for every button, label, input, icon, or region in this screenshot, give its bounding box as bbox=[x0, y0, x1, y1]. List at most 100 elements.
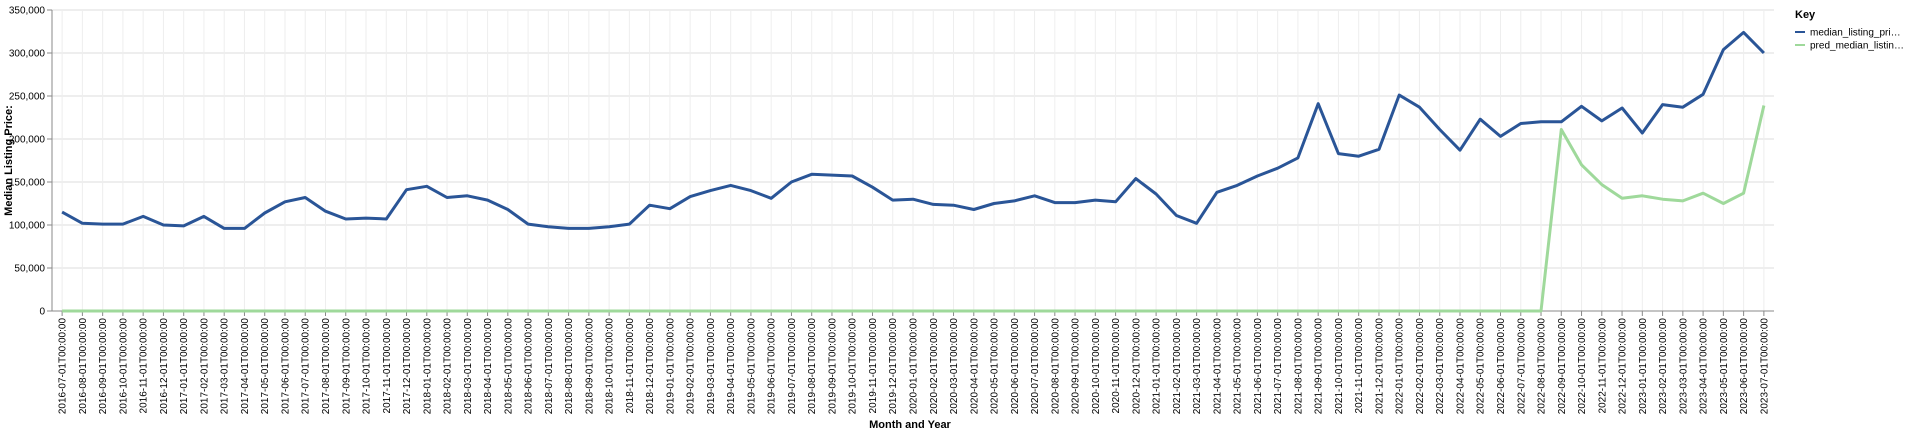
x-tick-label: 2022-11-01T00:00:00 bbox=[1597, 318, 1608, 414]
x-tick-label: 2023-07-01T00:00:00 bbox=[1759, 318, 1770, 415]
legend-title: Key bbox=[1795, 9, 1816, 21]
x-tick-label: 2020-10-01T00:00:00 bbox=[1091, 318, 1102, 415]
x-tick-label: 2023-05-01T00:00:00 bbox=[1719, 318, 1730, 415]
x-tick-label: 2020-04-01T00:00:00 bbox=[969, 318, 980, 415]
legend-label: median_listing_pri… bbox=[1810, 28, 1901, 39]
y-axis-title: Median Listing Price: bbox=[3, 105, 15, 216]
x-tick-label: 2020-08-01T00:00:00 bbox=[1050, 318, 1061, 415]
x-tick-label: 2021-12-01T00:00:00 bbox=[1374, 318, 1385, 415]
x-tick-label: 2018-11-01T00:00:00 bbox=[625, 318, 636, 414]
x-tick-label: 2020-06-01T00:00:00 bbox=[1010, 318, 1021, 415]
x-tick-label: 2018-09-01T00:00:00 bbox=[584, 318, 595, 415]
x-tick-label: 2022-01-01T00:00:00 bbox=[1395, 318, 1406, 415]
x-tick-label: 2016-07-01T00:00:00 bbox=[58, 318, 69, 415]
x-tick-label: 2018-12-01T00:00:00 bbox=[645, 318, 656, 415]
x-tick-label: 2018-05-01T00:00:00 bbox=[503, 318, 514, 415]
x-tick-label: 2019-09-01T00:00:00 bbox=[827, 318, 838, 415]
legend: Key median_listing_pri… pred_median_listi… bbox=[1795, 9, 1904, 52]
x-tick-label: 2021-04-01T00:00:00 bbox=[1212, 318, 1223, 415]
x-tick-label: 2020-03-01T00:00:00 bbox=[949, 318, 960, 415]
x-tick-label: 2019-03-01T00:00:00 bbox=[706, 318, 717, 415]
x-tick-label: 2019-02-01T00:00:00 bbox=[686, 318, 697, 415]
y-tick-label: 200,000 bbox=[9, 135, 46, 146]
series-lines bbox=[61, 30, 1766, 313]
x-tick-label: 2021-06-01T00:00:00 bbox=[1253, 318, 1264, 415]
series-line-median-listing-pri bbox=[61, 30, 1765, 230]
x-tick-label: 2023-04-01T00:00:00 bbox=[1699, 318, 1710, 415]
y-tick-label: 250,000 bbox=[9, 92, 46, 103]
x-tick-label: 2018-04-01T00:00:00 bbox=[483, 318, 494, 415]
x-tick-label: 2018-07-01T00:00:00 bbox=[544, 318, 555, 415]
y-tick-label: 300,000 bbox=[9, 49, 46, 60]
x-tick-label: 2017-02-01T00:00:00 bbox=[199, 318, 210, 415]
x-tick-label: 2017-06-01T00:00:00 bbox=[280, 318, 291, 415]
x-tick-label: 2018-06-01T00:00:00 bbox=[524, 318, 535, 415]
x-tick-label: 2019-12-01T00:00:00 bbox=[888, 318, 899, 415]
x-tick-label: 2018-01-01T00:00:00 bbox=[422, 318, 433, 415]
x-tick-label: 2022-09-01T00:00:00 bbox=[1557, 318, 1568, 415]
x-tick-label: 2016-11-01T00:00:00 bbox=[139, 318, 150, 414]
x-tick-label: 2022-04-01T00:00:00 bbox=[1455, 318, 1466, 415]
x-tick-label: 2017-08-01T00:00:00 bbox=[321, 318, 332, 415]
x-tick-label: 2019-05-01T00:00:00 bbox=[746, 318, 757, 415]
x-tick-label: 2017-12-01T00:00:00 bbox=[402, 318, 413, 415]
x-tick-label: 2020-05-01T00:00:00 bbox=[990, 318, 1001, 415]
x-tick-label: 2021-09-01T00:00:00 bbox=[1314, 318, 1325, 415]
x-tick-label: 2021-01-01T00:00:00 bbox=[1152, 318, 1163, 415]
x-tick-label: 2023-01-01T00:00:00 bbox=[1638, 318, 1649, 415]
y-tick-label: 350,000 bbox=[9, 6, 46, 17]
x-tick-label: 2019-07-01T00:00:00 bbox=[787, 318, 798, 415]
y-axis: 0 50,000 100,000 150,000 200,000 250,000 300,0… bbox=[9, 6, 53, 318]
x-tick-label: 2022-12-01T00:00:00 bbox=[1618, 318, 1629, 415]
x-tick-label: 2020-01-01T00:00:00 bbox=[909, 318, 920, 415]
x-tick-label: 2016-09-01T00:00:00 bbox=[98, 318, 109, 415]
x-tick-label: 2022-06-01T00:00:00 bbox=[1496, 318, 1507, 415]
x-tick-label: 2022-03-01T00:00:00 bbox=[1435, 318, 1446, 415]
x-tick-label: 2017-09-01T00:00:00 bbox=[341, 318, 352, 415]
x-tick-label: 2021-02-01T00:00:00 bbox=[1172, 318, 1183, 415]
x-tick-label: 2021-03-01T00:00:00 bbox=[1192, 318, 1203, 415]
x-tick-label: 2017-07-01T00:00:00 bbox=[301, 318, 312, 415]
x-tick-label: 2018-08-01T00:00:00 bbox=[564, 318, 575, 415]
x-tick-label: 2017-01-01T00:00:00 bbox=[179, 318, 190, 415]
grid-lines bbox=[52, 9, 1774, 312]
x-tick-label: 2023-02-01T00:00:00 bbox=[1658, 318, 1669, 415]
x-axis: 2016-07-01T00:00:00 2016-08-01T00:00:00 20… bbox=[52, 310, 1774, 415]
x-tick-label: 2021-10-01T00:00:00 bbox=[1334, 318, 1345, 415]
x-tick-label: 2019-08-01T00:00:00 bbox=[807, 318, 818, 415]
x-tick-label: 2023-03-01T00:00:00 bbox=[1678, 318, 1689, 415]
x-tick-label: 2018-02-01T00:00:00 bbox=[443, 318, 454, 415]
x-tick-label: 2017-03-01T00:00:00 bbox=[220, 318, 231, 415]
x-tick-label: 2022-02-01T00:00:00 bbox=[1415, 318, 1426, 415]
x-tick-label: 2016-08-01T00:00:00 bbox=[78, 318, 89, 415]
series-line-pred-median-listin bbox=[62, 105, 1766, 313]
x-tick-label: 2019-06-01T00:00:00 bbox=[767, 318, 778, 415]
x-tick-label: 2016-12-01T00:00:00 bbox=[159, 318, 170, 415]
x-tick-label: 2022-10-01T00:00:00 bbox=[1577, 318, 1588, 415]
x-tick-label: 2020-09-01T00:00:00 bbox=[1071, 318, 1082, 415]
x-tick-label: 2023-06-01T00:00:00 bbox=[1739, 318, 1750, 415]
x-tick-label: 2017-10-01T00:00:00 bbox=[362, 318, 373, 415]
x-tick-label: 2022-05-01T00:00:00 bbox=[1476, 318, 1487, 415]
x-tick-label: 2022-07-01T00:00:00 bbox=[1516, 318, 1527, 415]
x-tick-label: 2019-01-01T00:00:00 bbox=[665, 318, 676, 415]
x-tick-label: 2020-11-01T00:00:00 bbox=[1111, 318, 1122, 414]
x-tick-label: 2017-11-01T00:00:00 bbox=[382, 318, 393, 414]
x-tick-label: 2020-07-01T00:00:00 bbox=[1030, 318, 1041, 415]
x-tick-label: 2021-07-01T00:00:00 bbox=[1273, 318, 1284, 415]
y-tick-label: 100,000 bbox=[9, 221, 46, 232]
x-tick-label: 2017-05-01T00:00:00 bbox=[260, 318, 271, 415]
x-tick-label: 2021-11-01T00:00:00 bbox=[1354, 318, 1365, 414]
y-tick-label: 0 bbox=[39, 307, 45, 318]
x-axis-title: Month and Year bbox=[869, 419, 951, 431]
x-tick-label: 2021-05-01T00:00:00 bbox=[1233, 318, 1244, 415]
x-tick-label: 2017-04-01T00:00:00 bbox=[240, 318, 251, 415]
x-tick-label: 2019-11-01T00:00:00 bbox=[868, 318, 879, 414]
x-tick-label: 2022-08-01T00:00:00 bbox=[1537, 318, 1548, 415]
x-tick-label: 2020-02-01T00:00:00 bbox=[929, 318, 940, 415]
y-tick-label: 50,000 bbox=[14, 264, 45, 275]
y-tick-label: 150,000 bbox=[9, 178, 46, 189]
x-tick-label: 2018-03-01T00:00:00 bbox=[463, 318, 474, 415]
x-tick-label: 2018-10-01T00:00:00 bbox=[605, 318, 616, 415]
